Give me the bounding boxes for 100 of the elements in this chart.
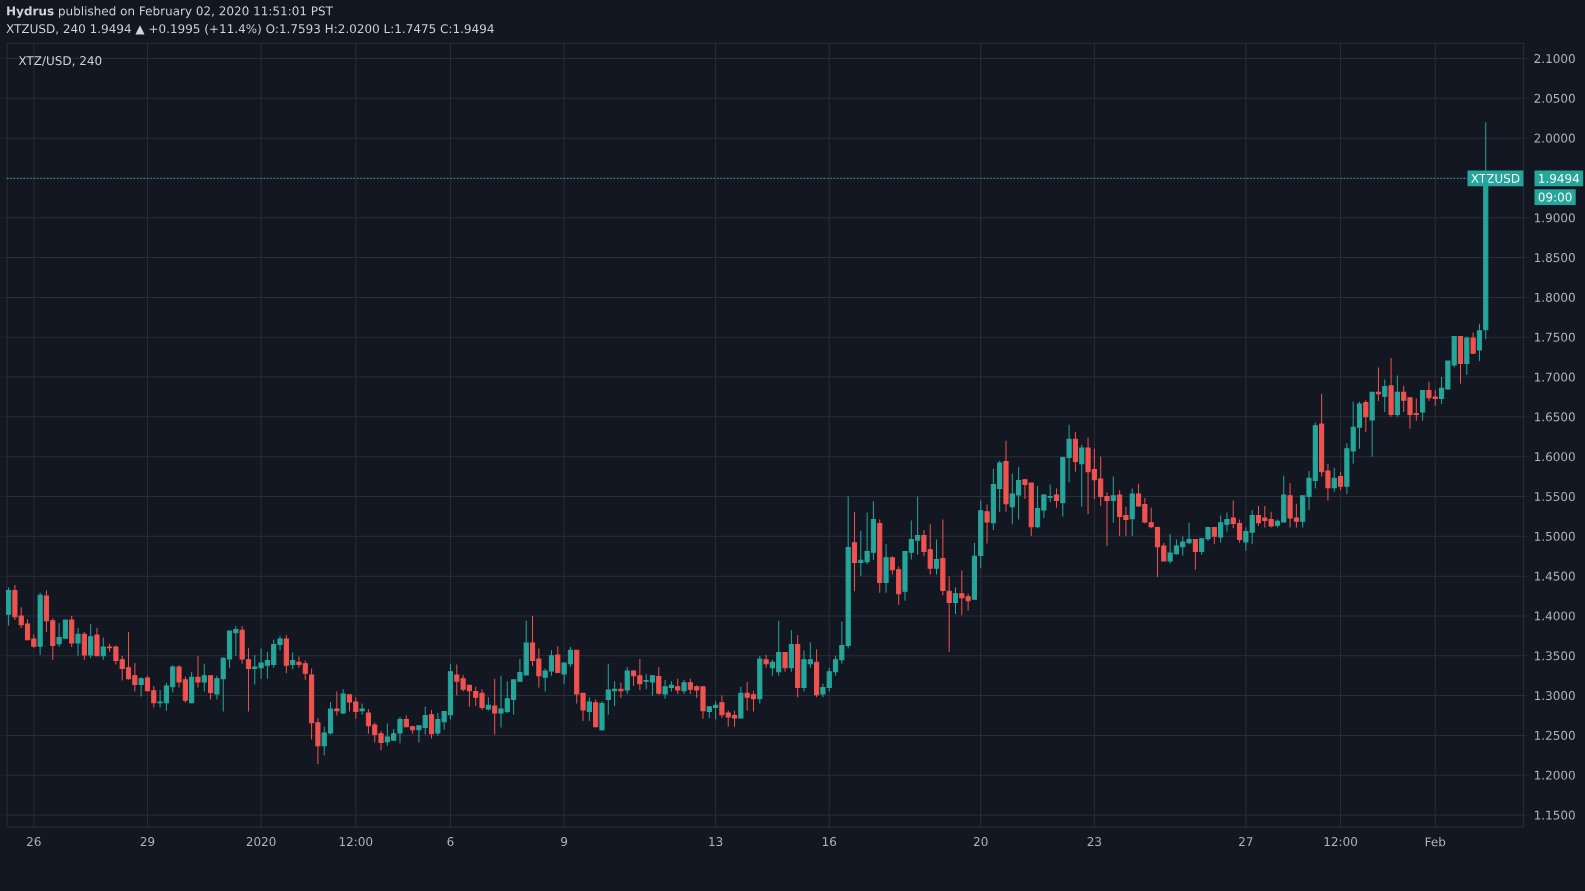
candlestick (971, 542, 978, 600)
y-tick-label: 1.3000 (1534, 691, 1575, 701)
y-tick-label: 1.7500 (1534, 332, 1575, 342)
candlestick (1211, 527, 1217, 545)
text: XTZUSD, 240 1.9494 ▲ +0.1995 (+11.4%) O:1.7593 H:2.0200 L:1.7475 C:1.9494 (6, 23, 494, 35)
y-tick-label: 1.7000 (1534, 372, 1575, 382)
candlestick (492, 678, 498, 736)
x-tick-label: 16 (822, 837, 837, 847)
y-tick-label: 1.8500 (1534, 253, 1575, 263)
x-tick-label: 12:00 (1324, 837, 1358, 847)
candlestick (1110, 476, 1116, 524)
chart-subtitle: Hydrus published on February 02, 2020 11:51:01 PST (7, 6, 334, 18)
candlestick (978, 499, 984, 569)
candlestick (208, 675, 214, 701)
x-tick-label: Feb (1425, 837, 1446, 847)
x-tick-label: 13 (709, 837, 723, 847)
x-tick-label: 12:00 (339, 837, 373, 847)
candlestick (624, 666, 630, 695)
x-tick-label: 20 (973, 837, 988, 847)
candlestick (618, 682, 624, 699)
y-tick-label: 1.6000 (1534, 452, 1575, 462)
y-tick-label: 1.2500 (1534, 730, 1575, 740)
candlestick (195, 655, 201, 689)
candlestick (69, 615, 75, 648)
candlestick (1129, 488, 1135, 537)
candlestick (933, 539, 940, 576)
candlestick (88, 623, 94, 659)
x-tick-label: 6 (447, 837, 454, 847)
candlestick (1337, 471, 1344, 491)
candlestick (1470, 331, 1476, 355)
candlestick (952, 586, 959, 615)
x-tick-label: 9 (561, 837, 568, 847)
candlestick (1476, 323, 1483, 362)
candlestick (656, 666, 662, 696)
candlestick (1331, 467, 1337, 493)
text: 09:00 (1538, 192, 1572, 202)
candlestick (1388, 357, 1394, 418)
text: XTZ/USD, 240 (18, 56, 102, 67)
candlestick (340, 688, 346, 715)
candlestick (1464, 335, 1470, 376)
text: 1.9494 (1539, 173, 1580, 183)
y-tick-label: 2.0500 (1534, 93, 1575, 103)
candlestick (94, 627, 100, 657)
candlestick (599, 700, 605, 732)
x-tick-label: 23 (1087, 837, 1102, 847)
y-tick-label: 1.4000 (1534, 611, 1575, 621)
candlestick (1369, 391, 1375, 458)
ref-line-label: XTZUSD (1471, 173, 1520, 183)
candlestick (1382, 378, 1388, 413)
x-tick-label: 27 (1239, 837, 1253, 846)
candlestick (100, 636, 106, 661)
candlestick (1375, 366, 1382, 402)
candlestick (283, 634, 289, 674)
y-tick-label: 1.8000 (1534, 292, 1575, 302)
candlestick (334, 691, 340, 716)
candlestick (738, 686, 744, 719)
candlestick (1053, 488, 1060, 509)
y-tick-label: 1.6500 (1534, 412, 1575, 422)
y-tick-label: 1.4500 (1534, 571, 1575, 581)
y-tick-label: 1.2000 (1534, 770, 1575, 780)
candlestick (1079, 444, 1085, 508)
candlestick (984, 503, 990, 544)
y-tick-label: 1.5000 (1534, 531, 1575, 541)
x-tick-label: 26 (27, 837, 41, 847)
candlestick (946, 575, 952, 653)
y-tick-label: 2.0000 (1534, 133, 1575, 143)
x-tick-label: 29 (140, 837, 155, 847)
candlestick (1420, 390, 1426, 422)
candlestick (788, 629, 794, 673)
candlestick (6, 586, 12, 627)
y-tick-label: 2.1000 (1534, 53, 1575, 64)
candlestick (485, 696, 491, 712)
candlestick (201, 663, 207, 693)
candlestick (877, 519, 883, 594)
candlestick (81, 631, 87, 661)
candlestick (814, 648, 820, 698)
candlestick (940, 519, 946, 596)
candlestick (1003, 440, 1009, 513)
y-tick-label: 1.9000 (1534, 213, 1575, 223)
candlestick (681, 679, 687, 695)
candlestick (763, 654, 769, 669)
y-tick-label: 1.1500 (1534, 810, 1575, 820)
candlestick (555, 645, 561, 673)
candlestick (1394, 374, 1400, 418)
candlestick (757, 655, 763, 705)
candlestick (37, 592, 43, 656)
candlestick (675, 678, 681, 695)
candlestick (1457, 335, 1464, 384)
candlestick (428, 709, 435, 740)
y-tick-label: 1.3500 (1534, 651, 1575, 661)
candlestick (75, 627, 81, 657)
candlestick (359, 703, 365, 716)
x-tick-label: 2020 (246, 837, 276, 847)
candlestick (1363, 399, 1369, 433)
candlestick (883, 543, 889, 594)
candlestick (795, 634, 801, 698)
candlestick (290, 652, 296, 670)
candlestick (138, 676, 144, 697)
candlestick (1072, 431, 1079, 473)
candlestick (586, 696, 592, 722)
